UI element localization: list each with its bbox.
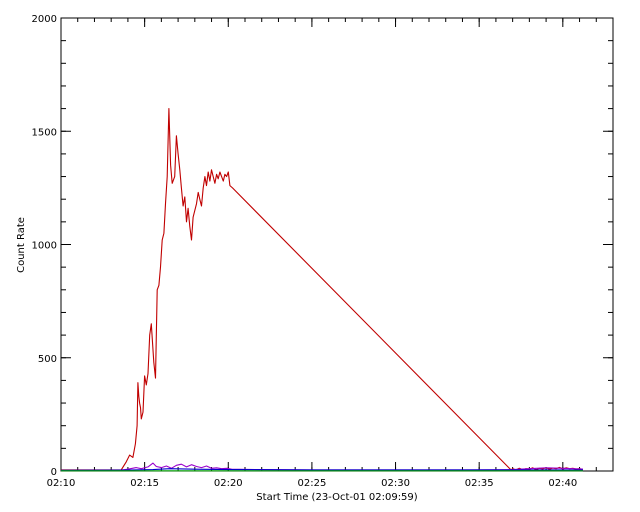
series-line-1 — [61, 108, 584, 471]
x-tick-label: 02:35 — [465, 478, 494, 489]
series-layer — [60, 108, 584, 472]
x-tick-label: 02:40 — [548, 478, 577, 489]
series-line-3 — [60, 468, 583, 471]
x-axis-title: Start Time (23-Oct-01 02:09:59) — [256, 492, 417, 503]
y-axis-title: Count Rate — [16, 217, 27, 273]
x-tick-label: 02:10 — [47, 478, 76, 489]
x-tick-label: 02:15 — [130, 478, 159, 489]
y-tick-label: 1500 — [32, 127, 57, 138]
y-tick-label: 0 — [51, 467, 57, 478]
x-tick-label: 02:25 — [297, 478, 326, 489]
y-tick-label: 500 — [38, 354, 57, 365]
y-tick-label: 2000 — [32, 14, 57, 25]
y-tick-label: 1000 — [32, 241, 57, 252]
y-tick-labels: 0 500 1000 1500 2000 — [32, 14, 57, 478]
x-tick-label: 02:20 — [214, 478, 243, 489]
x-tick-labels: 02:10 02:15 02:20 02:25 02:30 02:35 02:40 — [47, 478, 578, 489]
x-tick-label: 02:30 — [381, 478, 410, 489]
